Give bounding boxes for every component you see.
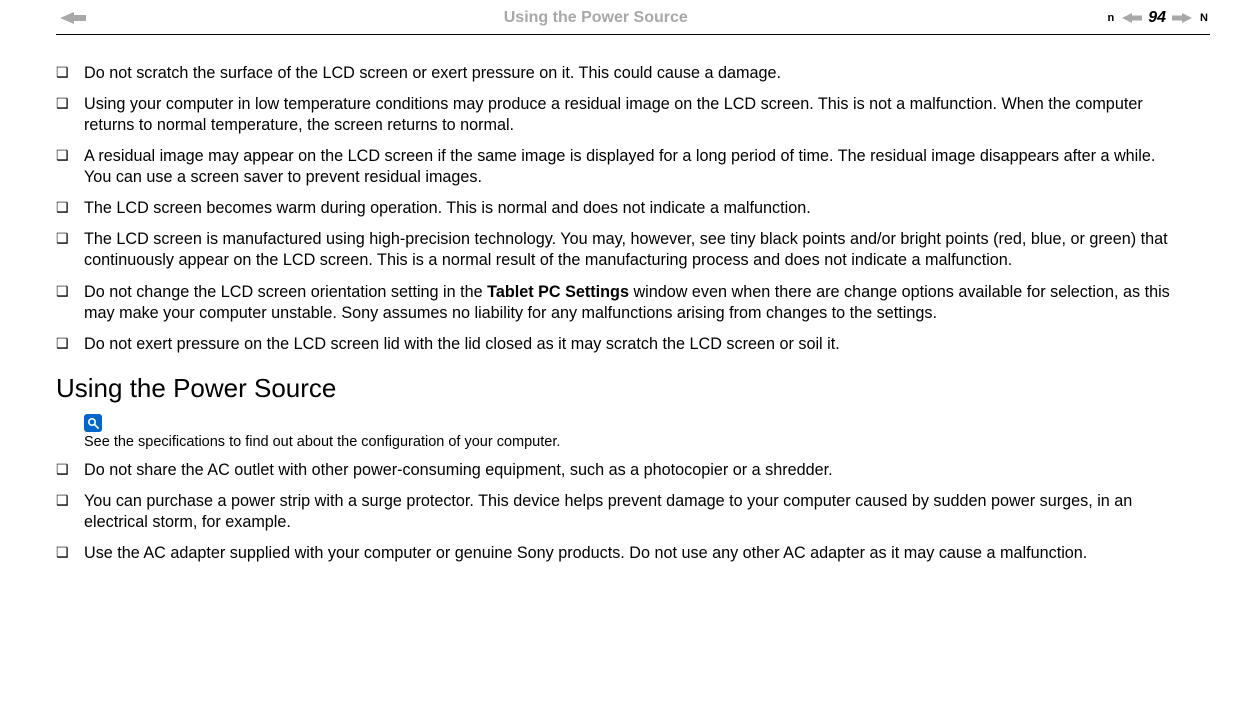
list-item: The LCD screen is manufactured using hig… (56, 229, 1184, 271)
nav-next-label[interactable]: N (1200, 12, 1208, 24)
list-item: The LCD screen becomes warm during opera… (56, 198, 1184, 219)
nav-prev-icon[interactable] (1122, 13, 1142, 23)
lcd-bullet-list: Do not scratch the surface of the LCD sc… (56, 63, 1184, 355)
list-item: Do not exert pressure on the LCD screen … (56, 334, 1184, 355)
list-item: A residual image may appear on the LCD s… (56, 146, 1184, 188)
nav-arrow-left-icon[interactable] (60, 12, 86, 24)
list-item: Do not change the LCD screen orientation… (56, 282, 1184, 324)
magnifier-icon (84, 414, 102, 432)
page-header: Using the Power Source n 94 N (0, 0, 1240, 32)
note-text: See the specifications to find out about… (84, 434, 560, 450)
note-block: See the specifications to find out about… (84, 414, 1184, 450)
section-heading: Using the Power Source (56, 373, 1184, 404)
page-number: 94 (1148, 9, 1166, 27)
power-bullet-list: Do not share the AC outlet with other po… (56, 460, 1184, 564)
nav-prev-label[interactable]: n (1108, 12, 1115, 24)
list-item: You can purchase a power strip with a su… (56, 491, 1184, 533)
header-breadcrumb-title: Using the Power Source (86, 9, 1106, 27)
nav-next-icon[interactable] (1172, 13, 1192, 23)
list-item: Do not scratch the surface of the LCD sc… (56, 63, 1184, 84)
list-item: Using your computer in low temperature c… (56, 94, 1184, 136)
page-content: Do not scratch the surface of the LCD sc… (0, 35, 1240, 564)
list-item: Do not share the AC outlet with other po… (56, 460, 1184, 481)
list-item: Use the AC adapter supplied with your co… (56, 543, 1184, 564)
page-number-nav: n 94 N (1106, 9, 1210, 27)
bold-term: Tablet PC Settings (487, 283, 629, 301)
